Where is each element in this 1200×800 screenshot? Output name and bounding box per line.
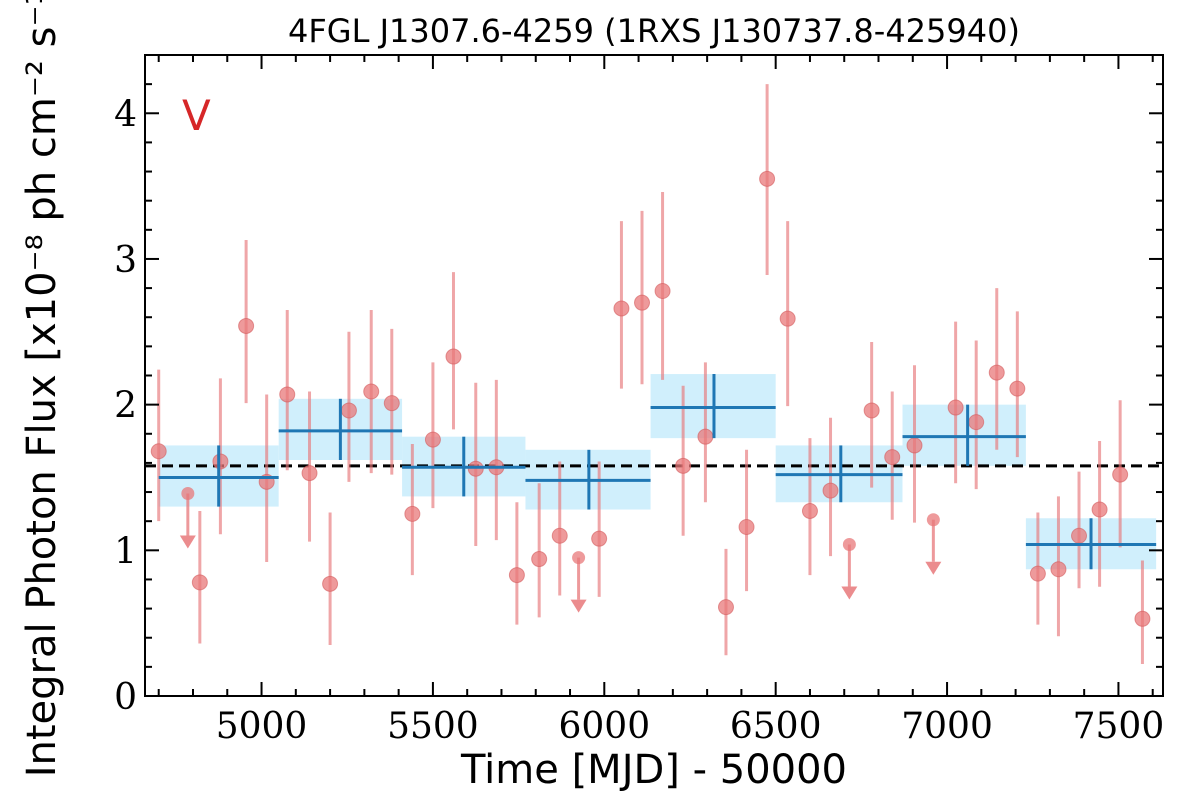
data-point [445,348,462,365]
data-point [150,443,167,460]
data-point [675,457,692,474]
upper-limit-arrow [841,586,858,600]
upper-limit-arrow [925,561,942,575]
x-tick-label: 7000 [901,706,993,747]
x-tick-label: 7500 [1073,706,1165,747]
data-point [634,294,651,311]
x-tick-label: 5500 [387,706,479,747]
data-point [591,530,608,547]
upper-limit-arrow [570,599,587,613]
upper-limit-arrow [179,535,196,549]
data-point [531,551,548,568]
data-point [1029,565,1046,582]
data-point [947,399,964,416]
x-axis-title: Time [MJD] - 50000 [460,747,847,793]
data-point [717,599,734,616]
y-tick-label: 4 [114,94,137,135]
data-point [551,527,568,544]
data-point [759,170,776,187]
x-tick-label: 5000 [216,706,308,747]
x-tick-label: 6500 [730,706,822,747]
data-point [322,575,339,592]
y-tick-label: 2 [114,386,137,427]
data-point [1112,466,1129,483]
binned-flux-lines-group [158,374,1157,570]
data-point [1071,527,1088,544]
data-point [383,395,400,412]
x-tick-label: 6000 [558,706,650,747]
y-tick-label: 1 [114,531,137,572]
chart-title: 4FGL J1307.6-4259 (1RXS J130737.8-425940… [288,12,1020,50]
data-point [801,502,818,519]
data-point [212,453,229,470]
y-axis-title: Integral Photon Flux [x10⁻⁸ ph cm⁻² s⁻¹] [19,0,65,777]
data-point [613,300,630,317]
data-point [884,449,901,466]
data-point [238,317,255,334]
data-point [1091,501,1108,518]
data-point [863,402,880,419]
tick-labels-group: 5000 5500 6000 6500 7000 7500 0 1 2 3 4 [114,94,1164,747]
data-point [906,437,923,454]
y-tick-label: 3 [114,240,137,281]
variability-flag-label: V [182,91,211,140]
data-point [301,465,318,482]
data-point [1050,561,1067,578]
data-point [340,402,357,419]
data-point [988,364,1005,381]
data-point [654,283,671,300]
data-point [279,386,296,403]
data-point [508,567,525,584]
monthly-points-group [150,84,1151,664]
data-point [822,482,839,499]
data-point [968,414,985,431]
y-tick-label: 0 [114,677,137,718]
upper-limits-group [179,487,942,613]
data-point [363,383,380,400]
data-point [404,505,421,522]
data-point [697,428,714,445]
data-point [424,431,441,448]
axis-ticks-group [145,55,1163,697]
data-point [191,574,208,591]
data-point [1134,610,1151,627]
data-point [1009,380,1026,397]
data-point [738,519,755,536]
data-point [779,310,796,327]
